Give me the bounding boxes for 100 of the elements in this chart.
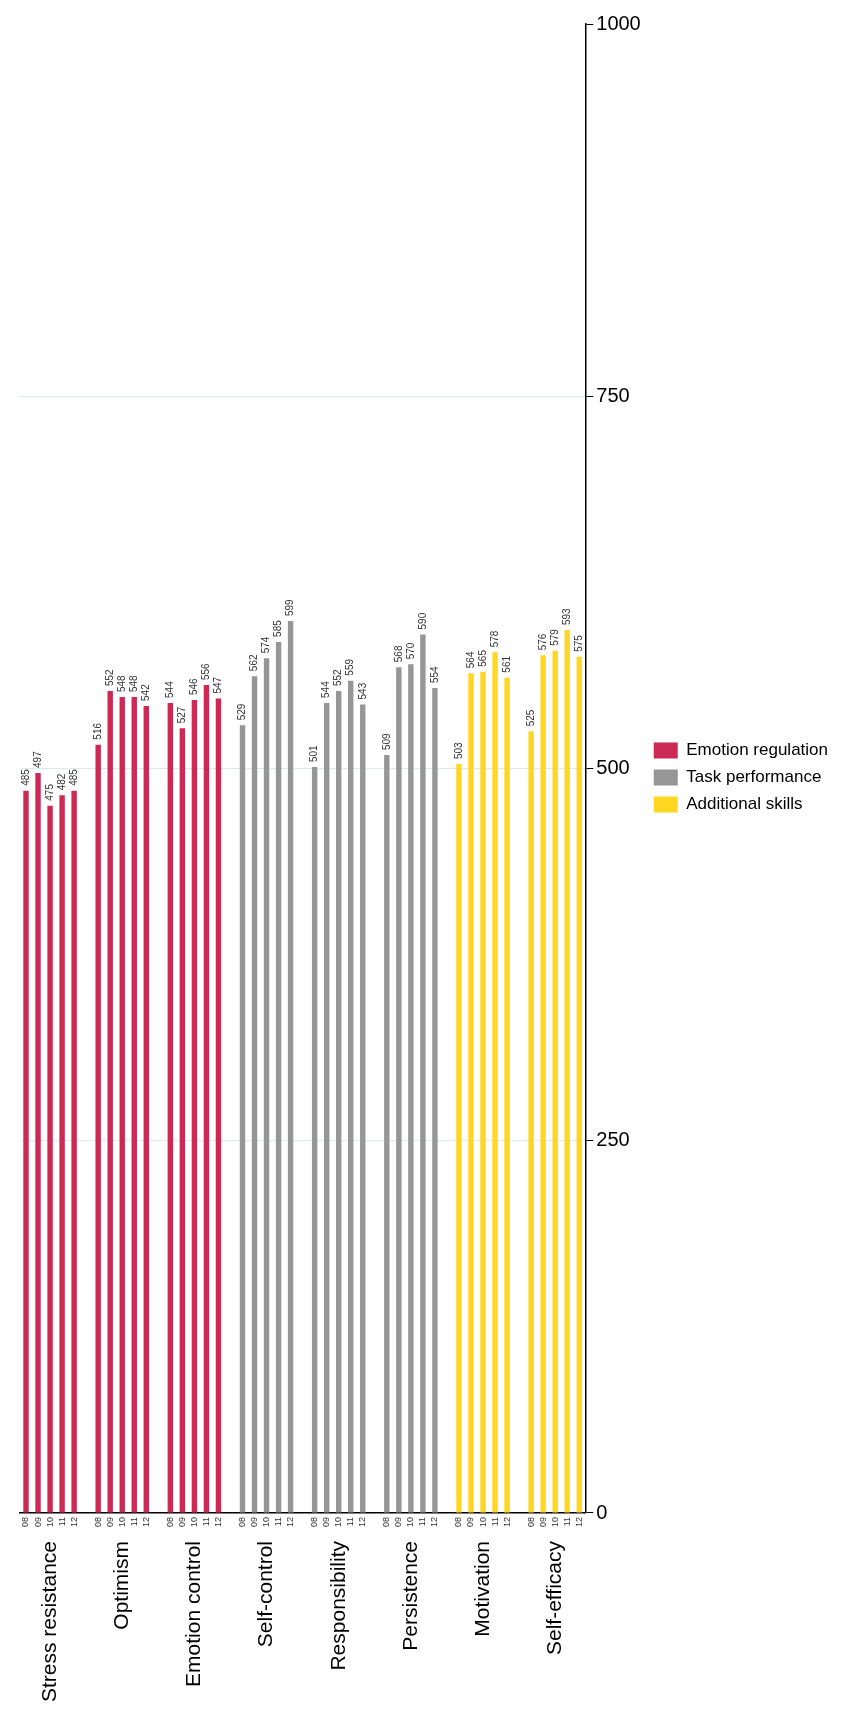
x-tick-label: 08: [453, 1516, 464, 1527]
x-tick-label: 11: [417, 1516, 428, 1527]
data-label: 485: [19, 768, 31, 786]
data-label: 525: [524, 709, 536, 727]
bar: [119, 697, 125, 1513]
data-label: 556: [200, 662, 212, 681]
x-tick-label: 10: [477, 1516, 488, 1527]
x-tick-label: 12: [140, 1516, 151, 1527]
data-label: 599: [284, 598, 296, 617]
x-tick-label: 12: [68, 1516, 79, 1527]
bar: [384, 755, 390, 1513]
data-label: 585: [272, 619, 284, 637]
data-label: 501: [308, 744, 320, 763]
data-label: 590: [416, 612, 428, 630]
text: Self-efficacy: [541, 1540, 565, 1655]
bar: [311, 767, 318, 1513]
bar: [408, 664, 414, 1513]
x-tick-label: 08: [236, 1516, 247, 1527]
y-tick-label: 500: [596, 756, 630, 779]
bar: [215, 698, 222, 1513]
x-tick-label: 12: [429, 1516, 440, 1527]
bar: [239, 725, 246, 1513]
bar: [323, 702, 330, 1513]
data-label: 546: [188, 677, 200, 695]
bar: [23, 790, 29, 1513]
bar: [552, 650, 558, 1513]
data-label: 575: [572, 634, 584, 652]
bar: [336, 691, 342, 1513]
bar: [107, 691, 113, 1513]
bar: [396, 667, 402, 1513]
x-tick-label: 09: [393, 1516, 404, 1527]
data-label: 529: [236, 703, 248, 721]
x-tick-label: 11: [56, 1516, 67, 1527]
bar: [348, 680, 354, 1513]
bar: [143, 705, 149, 1513]
data-label: 497: [31, 750, 43, 768]
bar: [95, 744, 101, 1513]
text: Motivation: [469, 1541, 493, 1637]
x-tick-label: 10: [44, 1516, 55, 1527]
bar: [59, 795, 65, 1513]
x-tick-label: 08: [92, 1516, 103, 1527]
bar: [576, 656, 582, 1513]
bar: [420, 634, 426, 1513]
x-tick-label: 11: [273, 1516, 284, 1527]
data-label: 544: [164, 680, 176, 698]
x-tick-label: 11: [345, 1516, 356, 1527]
x-tick-label: 08: [381, 1516, 392, 1527]
bar: [492, 652, 498, 1513]
x-tick-label: 10: [116, 1516, 127, 1527]
x-tick-label: 11: [200, 1516, 211, 1527]
x-tick-label: 10: [549, 1516, 560, 1527]
data-label: 548: [115, 674, 127, 693]
x-tick-label: 10: [333, 1516, 344, 1527]
data-label: 544: [320, 680, 332, 698]
data-label: 509: [380, 732, 392, 751]
x-tick-label: 10: [405, 1516, 416, 1527]
legend-label: Additional skills: [686, 794, 803, 814]
y-tick-label: 0: [596, 1500, 608, 1523]
bar: [432, 688, 438, 1513]
data-label: 576: [536, 633, 548, 651]
data-label: 593: [560, 607, 572, 626]
bar: [275, 641, 282, 1513]
data-label: 561: [500, 655, 512, 673]
data-label: 579: [548, 628, 560, 646]
text: Emotion control: [181, 1541, 205, 1687]
data-label: 548: [128, 674, 139, 693]
data-label: 516: [91, 722, 103, 740]
data-label: 482: [55, 773, 67, 791]
x-tick-label: 12: [573, 1516, 584, 1527]
x-tick-label: 09: [32, 1516, 43, 1527]
data-label: 562: [248, 654, 260, 672]
text: Optimism: [109, 1541, 133, 1630]
y-tick-label: 750: [596, 383, 630, 406]
x-tick-label: 11: [489, 1516, 500, 1527]
x-tick-label: 09: [537, 1516, 548, 1527]
x-tick-label: 12: [357, 1516, 368, 1527]
bar: [287, 621, 294, 1513]
data-label: 570: [404, 642, 416, 660]
data-label: 552: [103, 668, 115, 687]
data-label: 543: [356, 682, 368, 700]
bar: [528, 731, 534, 1513]
legend-label: Emotion regulation: [686, 740, 829, 760]
bar: [360, 704, 366, 1513]
bar: [251, 676, 258, 1513]
data-label: 565: [476, 649, 488, 667]
bar: [203, 685, 210, 1513]
legend-label: Task performance: [686, 767, 822, 787]
data-label: 559: [344, 658, 356, 676]
data-label: 578: [488, 630, 500, 648]
x-tick-label: 08: [525, 1516, 536, 1527]
text: Stress resistance: [36, 1541, 60, 1703]
bar: [179, 728, 186, 1513]
bar: [263, 658, 270, 1513]
bar: [468, 673, 474, 1513]
text: Self-control: [253, 1541, 277, 1648]
bar: [131, 697, 137, 1513]
x-tick-label: 10: [188, 1516, 199, 1527]
x-tick-label: 08: [20, 1516, 31, 1527]
bar: [564, 630, 570, 1513]
data-label: 554: [428, 665, 440, 684]
